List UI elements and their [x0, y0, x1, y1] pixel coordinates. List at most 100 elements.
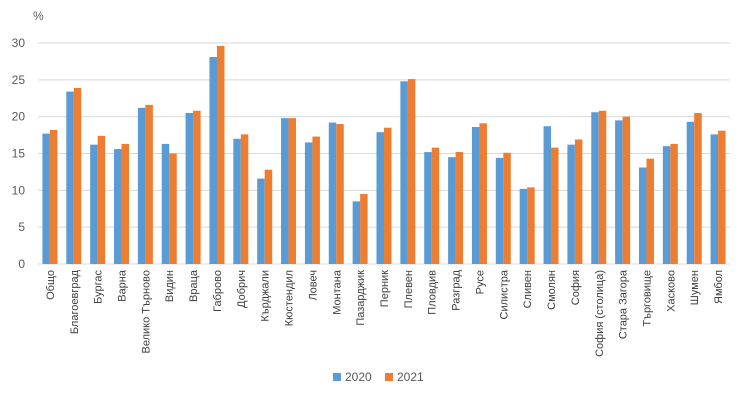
bar-2020-8: [233, 138, 241, 264]
y-tick-label: 20: [12, 110, 26, 124]
bar-2020-9: [257, 178, 265, 264]
y-axis-ticks: 0 5 10 15 20 25 30: [12, 36, 26, 271]
legend-label: 2021: [397, 370, 424, 384]
bar-2020-22: [567, 144, 575, 264]
x-category-label: Русе: [474, 270, 486, 294]
x-category-label: Монтана: [331, 269, 343, 315]
bar-2020-14: [376, 132, 384, 264]
bar-2021-5: [169, 153, 177, 264]
bar-2020-17: [448, 157, 456, 264]
bar-2020-27: [686, 121, 695, 264]
bar-2020-10: [281, 118, 289, 264]
y-tick-label: 25: [12, 73, 26, 87]
bar-2020-5: [161, 143, 170, 264]
bar-2020-23: [591, 112, 599, 264]
x-category-label: Смолян: [546, 270, 558, 310]
y-unit-label: %: [33, 9, 44, 23]
bar-2021-16: [431, 147, 440, 264]
x-category-label: Пазарджик: [355, 270, 367, 326]
bar-2021-14: [384, 127, 392, 264]
bar-2020-19: [495, 157, 504, 264]
bar-2020-21: [543, 126, 552, 265]
bar-2020-28: [710, 134, 719, 264]
x-category-label: Ловеч: [307, 270, 319, 301]
bar-2021-21: [551, 147, 559, 264]
x-category-label: Пловдив: [427, 270, 439, 315]
x-category-label: Бургас: [93, 270, 105, 304]
bar-2021-25: [646, 158, 654, 264]
bar-2021-7: [216, 45, 225, 265]
bar-2021-28: [718, 130, 726, 264]
y-tick-label: 5: [18, 220, 25, 234]
bar-2021-17: [455, 152, 464, 264]
bar-2020-15: [400, 81, 408, 264]
x-category-label: Благоевград: [69, 269, 81, 334]
x-category-label: Ямбол: [713, 270, 725, 304]
bar-2021-2: [97, 135, 106, 264]
x-category-label: Разград: [451, 269, 463, 310]
bar-2021-13: [360, 194, 368, 264]
x-category-label: Кърджали: [260, 270, 272, 322]
x-category-label: Враца: [188, 269, 200, 302]
bar-2021-22: [574, 139, 583, 264]
bar-2020-1: [66, 91, 74, 265]
bar-2020-20: [519, 188, 528, 264]
x-category-label: Плевен: [403, 270, 415, 308]
bars: [42, 45, 726, 265]
bar-2020-3: [114, 149, 122, 264]
x-category-label: Варна: [117, 269, 129, 302]
legend-swatch-2021: [385, 373, 393, 381]
x-category-label: Кюстендил: [284, 270, 296, 326]
x-category-label: София: [570, 270, 582, 305]
x-category-label: Търговище: [641, 270, 653, 327]
bar-2020-6: [185, 112, 194, 264]
x-category-label: Велико Търново: [140, 270, 152, 354]
bar-2020-11: [304, 142, 313, 264]
bar-2021-23: [598, 110, 607, 265]
bar-2021-18: [479, 123, 487, 264]
x-axis-labels: Общо Благоевград Бургас Варна Велико Търново…: [45, 269, 725, 357]
bar-2021-24: [622, 116, 631, 264]
x-category-label: Стара Загора: [618, 269, 630, 339]
x-category-label: Хасково: [665, 270, 677, 312]
bar-2020-26: [662, 146, 671, 264]
bar-2020-13: [352, 201, 361, 264]
bar-2021-6: [193, 110, 201, 265]
x-category-label: Силистра: [498, 269, 510, 319]
bar-2020-25: [638, 167, 647, 264]
bar-2021-15: [407, 79, 416, 264]
x-category-label: Видин: [164, 270, 176, 302]
bar-2020-16: [424, 152, 432, 264]
bar-2021-10: [288, 118, 297, 264]
bar-2020-18: [471, 126, 480, 264]
y-tick-label: 10: [12, 183, 26, 197]
bar-2021-27: [694, 112, 702, 264]
bar-2021-3: [121, 143, 130, 264]
x-category-label: Общо: [45, 270, 57, 300]
y-tick-label: 0: [18, 257, 25, 271]
bar-2021-11: [312, 136, 320, 264]
legend-label: 2020: [345, 370, 372, 384]
bar-2021-20: [527, 187, 535, 264]
bar-2021-12: [336, 124, 344, 264]
y-tick-label: 15: [12, 147, 26, 161]
legend: 2020 2021: [333, 370, 424, 384]
bar-2021-9: [264, 169, 273, 264]
bar-2021-0: [49, 129, 58, 264]
x-category-label: София (столица): [594, 270, 606, 357]
bar-2020-12: [328, 122, 337, 264]
bar-2021-4: [145, 104, 153, 264]
bar-2020-24: [615, 120, 623, 264]
x-category-label: Габрово: [212, 270, 224, 312]
bar-2020-4: [137, 107, 146, 264]
bar-2021-8: [240, 134, 249, 264]
bar-2020-2: [90, 144, 98, 264]
x-category-label: Шумен: [689, 270, 701, 305]
bar-2021-26: [670, 143, 678, 264]
x-category-label: Сливен: [522, 270, 534, 308]
x-category-label: Добрич: [236, 270, 248, 308]
bar-2021-19: [503, 152, 511, 264]
x-category-label: Перник: [379, 270, 391, 307]
